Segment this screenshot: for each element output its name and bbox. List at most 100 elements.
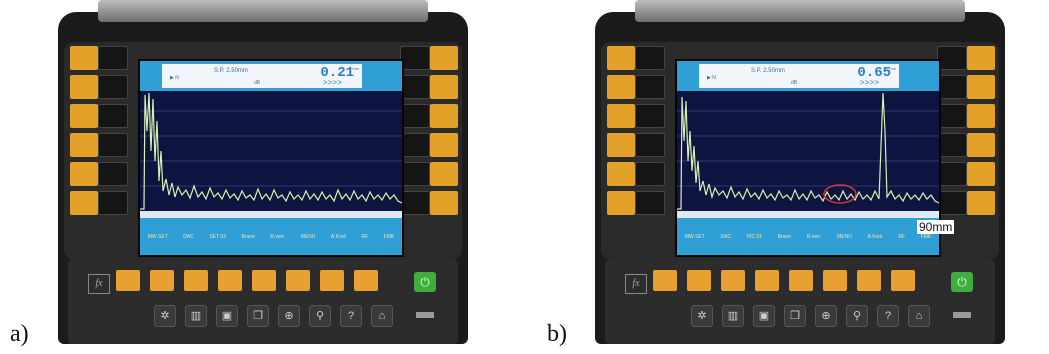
- softkey-button[interactable]: [789, 270, 813, 291]
- gear-icon[interactable]: ✲: [691, 305, 713, 327]
- side-key[interactable]: [400, 46, 458, 70]
- softkey-button[interactable]: [891, 270, 915, 291]
- screen-header: ▶ N S.P. 2.50mm dB 0.65 mm >>>>: [677, 61, 939, 91]
- chart-icon[interactable]: ▥: [722, 305, 744, 327]
- softkey-button[interactable]: [354, 270, 378, 291]
- header-readout-box: ▶ N S.P. 2.50mm dB 0.65 mm >>>>: [699, 64, 899, 88]
- side-key[interactable]: [400, 133, 458, 157]
- softkey-button[interactable]: [150, 270, 174, 291]
- side-key[interactable]: [400, 191, 458, 215]
- panel-a: ▶ N S.P. 2.50mm dB 0.21 mm >>>> MW SET D: [0, 0, 468, 354]
- softkey-label: R.verr.: [806, 233, 822, 240]
- softkey-button[interactable]: [218, 270, 242, 291]
- softkey-row: [116, 270, 378, 291]
- copy-icon[interactable]: ❐: [247, 305, 269, 327]
- header-sound-path: S.P. 2.50mm: [751, 68, 785, 74]
- chart-icon[interactable]: ▥: [185, 305, 207, 327]
- gear-icon[interactable]: ✲: [154, 305, 176, 327]
- home-icon[interactable]: ⌂: [908, 305, 930, 327]
- side-key[interactable]: [400, 104, 458, 128]
- softkey-label: DAC: [720, 233, 732, 240]
- device-top-connector: [98, 0, 428, 22]
- right-side-keys: [400, 46, 458, 220]
- softkey-label: A.Kont: [867, 233, 883, 240]
- a-scan-screen: ▶ N S.P. 2.50mm dB 0.21 mm >>>> MW SET D: [138, 59, 404, 257]
- softkey-label: FMK: [920, 233, 932, 240]
- softkey-button[interactable]: [823, 270, 847, 291]
- softkey-label: Brane: [241, 233, 255, 240]
- save-icon[interactable]: ▣: [216, 305, 238, 327]
- softkey-label: RF: [361, 233, 369, 240]
- softkey-button[interactable]: [857, 270, 881, 291]
- softkey-labels: MW SET DAC PIC 01 Brane R.verr. MENU A.K…: [677, 218, 939, 255]
- crosshair-icon[interactable]: ⊕: [815, 305, 837, 327]
- side-key[interactable]: [937, 133, 995, 157]
- softkey-button[interactable]: [653, 270, 677, 291]
- side-key[interactable]: [937, 191, 995, 215]
- a-scan-screen: ▶ N S.P. 2.50mm dB 0.65 mm >>>> MW SET D: [675, 59, 941, 257]
- softkey-button[interactable]: [252, 270, 276, 291]
- ultrasonic-flaw-detector: ▶ N S.P. 2.50mm dB 0.65 mm >>>> MW SET D: [595, 0, 1005, 344]
- side-key[interactable]: [607, 162, 665, 186]
- function-key[interactable]: fx: [625, 274, 647, 294]
- side-key[interactable]: [70, 75, 128, 99]
- header-mode: ▶ N: [707, 75, 716, 81]
- side-key[interactable]: [937, 162, 995, 186]
- search-icon[interactable]: ⚲: [309, 305, 331, 327]
- side-key[interactable]: [70, 104, 128, 128]
- side-key[interactable]: [70, 162, 128, 186]
- side-key[interactable]: [70, 133, 128, 157]
- depth-scale: [140, 211, 402, 218]
- side-key[interactable]: [607, 46, 665, 70]
- side-key[interactable]: [607, 104, 665, 128]
- save-icon[interactable]: ▣: [753, 305, 775, 327]
- softkey-labels: MW SET DAC SET 02 Brane R.verr. MENU A.K…: [140, 218, 402, 255]
- side-key[interactable]: [607, 191, 665, 215]
- side-key[interactable]: [937, 104, 995, 128]
- signal-arrows: >>>>: [322, 79, 342, 88]
- side-key[interactable]: [70, 191, 128, 215]
- left-side-keys: [607, 46, 665, 220]
- power-icon[interactable]: ⏻: [951, 272, 973, 292]
- header-gain-mark: dB: [254, 80, 261, 86]
- copy-icon[interactable]: ❐: [784, 305, 806, 327]
- softkey-button[interactable]: [721, 270, 745, 291]
- home-icon[interactable]: ⌂: [371, 305, 393, 327]
- side-key[interactable]: [400, 162, 458, 186]
- side-key[interactable]: [400, 75, 458, 99]
- depth-scale: [677, 211, 939, 218]
- softkey-label: RF: [898, 233, 905, 240]
- softkey-button[interactable]: [320, 270, 344, 291]
- signal-arrows: >>>>: [859, 79, 879, 88]
- search-icon[interactable]: ⚲: [846, 305, 868, 327]
- softkey-label: MW SET: [684, 233, 705, 240]
- power-icon[interactable]: ⏻: [414, 272, 436, 292]
- side-key[interactable]: [607, 75, 665, 99]
- device-top-connector: [635, 0, 965, 22]
- softkey-button[interactable]: [184, 270, 208, 291]
- screen-header: ▶ N S.P. 2.50mm dB 0.21 mm >>>>: [140, 61, 402, 91]
- side-key[interactable]: [937, 75, 995, 99]
- panel-b: ▶ N S.P. 2.50mm dB 0.65 mm >>>> MW SET D: [537, 0, 1005, 354]
- help-icon[interactable]: ?: [877, 305, 899, 327]
- ultrasonic-flaw-detector: ▶ N S.P. 2.50mm dB 0.21 mm >>>> MW SET D: [58, 0, 468, 344]
- echo-trace: [677, 92, 939, 210]
- keypad: fx ⏻ ✲ ▥ ▣ ❐ ⊕ ⚲ ? ⌂: [605, 260, 995, 344]
- annotation-circle: [823, 184, 857, 204]
- softkey-button[interactable]: [755, 270, 779, 291]
- side-key[interactable]: [607, 133, 665, 157]
- softkey-button[interactable]: [286, 270, 310, 291]
- annotation-label: 90mm: [917, 220, 955, 234]
- function-key[interactable]: fx: [88, 274, 110, 294]
- panel-label: b): [547, 321, 567, 347]
- softkey-button[interactable]: [116, 270, 140, 291]
- help-icon[interactable]: ?: [340, 305, 362, 327]
- softkey-label: A.Kont: [330, 233, 346, 240]
- softkey-label: MW SET: [147, 233, 168, 240]
- softkey-button[interactable]: [687, 270, 711, 291]
- header-mode: ▶ N: [170, 75, 179, 81]
- side-key[interactable]: [70, 46, 128, 70]
- status-led: [953, 312, 971, 318]
- crosshair-icon[interactable]: ⊕: [278, 305, 300, 327]
- side-key[interactable]: [937, 46, 995, 70]
